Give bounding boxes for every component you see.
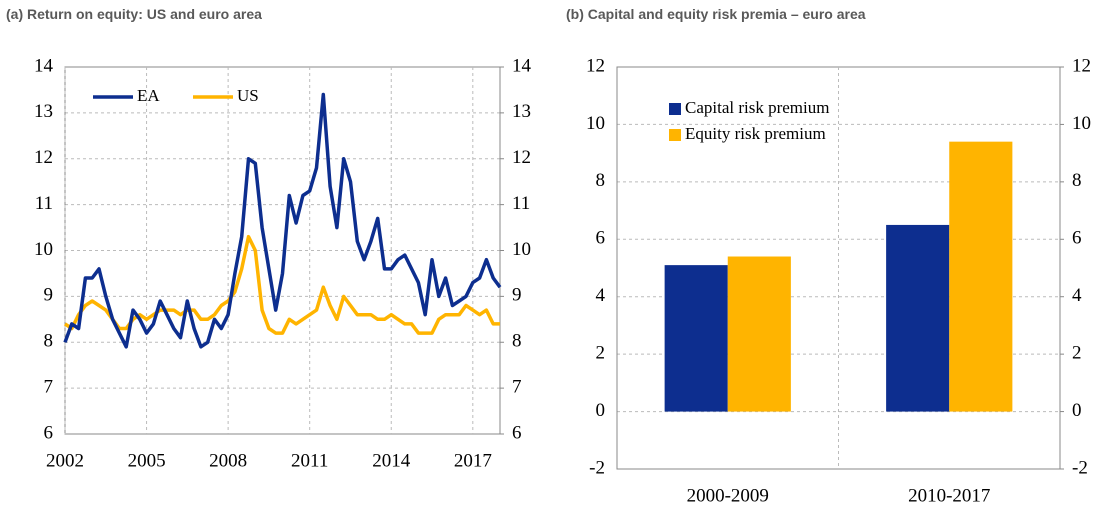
y-tick-label: 6 bbox=[44, 422, 54, 443]
y-tick-label: 8 bbox=[596, 170, 606, 191]
y2-tick-label: 10 bbox=[512, 239, 531, 260]
legend-label: Equity risk premium bbox=[685, 124, 826, 143]
y-tick-label: 10 bbox=[586, 113, 605, 134]
y-tick-label: 6 bbox=[596, 228, 606, 249]
y2-tick-label: 14 bbox=[512, 55, 532, 76]
chart-title: (a) Return on equity: US and euro area bbox=[6, 6, 262, 22]
x-tick-label: 2002 bbox=[46, 450, 84, 471]
y2-tick-label: 2 bbox=[1072, 343, 1082, 364]
bar bbox=[664, 265, 728, 412]
y2-tick-label: 10 bbox=[1072, 113, 1091, 134]
y2-tick-label: 6 bbox=[1072, 228, 1082, 249]
y-tick-label: 12 bbox=[34, 147, 53, 168]
y-tick-label: 7 bbox=[44, 376, 54, 397]
y-tick-label: -2 bbox=[589, 457, 605, 478]
bar bbox=[727, 256, 791, 412]
bar bbox=[949, 141, 1013, 412]
y-tick-label: 4 bbox=[596, 285, 606, 306]
y-tick-label: 11 bbox=[35, 193, 53, 214]
y2-tick-label: 12 bbox=[512, 147, 531, 168]
y-tick-label: 9 bbox=[44, 285, 54, 306]
y2-tick-label: 12 bbox=[1072, 55, 1091, 76]
y2-tick-label: 11 bbox=[512, 193, 530, 214]
legend-label: US bbox=[237, 86, 259, 105]
y-tick-label: 13 bbox=[34, 101, 53, 122]
x-tick-label: 2011 bbox=[291, 450, 328, 471]
y-tick-label: 14 bbox=[34, 55, 54, 76]
x-tick-label: 2005 bbox=[128, 450, 166, 471]
line-series bbox=[63, 92, 502, 349]
legend-label: Capital risk premium bbox=[685, 98, 829, 117]
y2-tick-label: 7 bbox=[512, 376, 522, 397]
y2-tick-label: 0 bbox=[1072, 400, 1082, 421]
x-tick-label: 2014 bbox=[372, 450, 411, 471]
legend-swatch bbox=[669, 103, 681, 115]
chart-title: (b) Capital and equity risk premia – eur… bbox=[566, 6, 866, 22]
y-tick-label: 12 bbox=[586, 55, 605, 76]
y2-tick-label: -2 bbox=[1072, 457, 1088, 478]
x-tick-label: 2017 bbox=[454, 450, 492, 471]
y2-tick-label: 8 bbox=[1072, 170, 1082, 191]
y2-tick-label: 13 bbox=[512, 101, 531, 122]
y2-tick-label: 8 bbox=[512, 331, 522, 352]
y-tick-label: 10 bbox=[34, 239, 53, 260]
y-tick-label: 2 bbox=[596, 343, 606, 364]
y-tick-label: 8 bbox=[44, 331, 54, 352]
bar bbox=[886, 224, 950, 412]
y2-tick-label: 4 bbox=[1072, 285, 1082, 306]
legend-label: EA bbox=[137, 86, 160, 105]
y-tick-label: 0 bbox=[596, 400, 606, 421]
legend-swatch bbox=[669, 129, 681, 141]
y2-tick-label: 9 bbox=[512, 285, 522, 306]
plot-frame bbox=[64, 66, 501, 435]
y2-tick-label: 6 bbox=[512, 422, 522, 443]
x-tick-label: 2000-2009 bbox=[687, 485, 769, 506]
x-tick-label: 2010-2017 bbox=[908, 485, 990, 506]
x-tick-label: 2008 bbox=[209, 450, 247, 471]
